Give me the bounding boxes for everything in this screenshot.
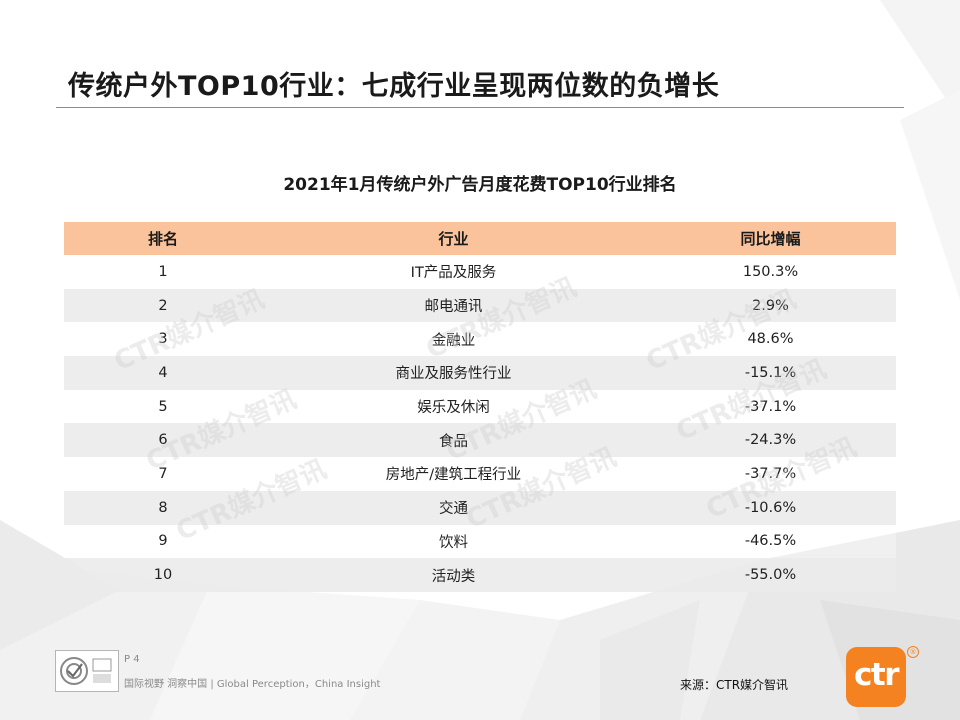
- table-row: 6 食品 -24.3%: [64, 423, 896, 458]
- industry-cell: 娱乐及休闲: [262, 389, 645, 424]
- rank-cell: 2: [64, 288, 262, 323]
- header-rank: 排名: [64, 222, 262, 255]
- industry-cell: 饮料: [262, 524, 645, 559]
- logo-text: ctr: [854, 657, 899, 693]
- ranking-table: 排名 行业 同比增幅 1 IT产品及服务 150.3% 2 邮电通讯 2.9% …: [64, 222, 896, 592]
- growth-cell: -24.3%: [645, 423, 896, 458]
- growth-cell: -10.6%: [645, 490, 896, 525]
- page-number: P 4: [124, 654, 140, 665]
- industry-cell: 活动类: [262, 558, 645, 592]
- table-header-row: 排名 行业 同比增幅: [64, 222, 896, 255]
- industry-cell: 房地产/建筑工程行业: [262, 457, 645, 491]
- rank-cell: 3: [64, 322, 262, 357]
- registered-mark-icon: ®: [907, 646, 919, 658]
- title-divider: [56, 107, 904, 108]
- rank-cell: 8: [64, 490, 262, 525]
- footer-slogan: 国际视野 洞察中国 | Global Perception，China Insi…: [124, 679, 381, 690]
- header-growth: 同比增幅: [645, 222, 896, 255]
- table-row: 9 饮料 -46.5%: [64, 524, 896, 559]
- industry-cell: 商业及服务性行业: [262, 356, 645, 390]
- certification-badge: [55, 650, 119, 692]
- source-note: 来源：CTR媒介智讯: [680, 678, 789, 692]
- rank-cell: 4: [64, 356, 262, 390]
- rank-cell: 5: [64, 389, 262, 424]
- rank-cell: 7: [64, 457, 262, 491]
- table-row: 1 IT产品及服务 150.3%: [64, 255, 896, 289]
- industry-cell: 邮电通讯: [262, 288, 645, 323]
- rank-cell: 6: [64, 423, 262, 458]
- table-row: 3 金融业 48.6%: [64, 322, 896, 357]
- industry-cell: IT产品及服务: [262, 255, 645, 289]
- table-row: 10 活动类 -55.0%: [64, 558, 896, 592]
- growth-cell: 48.6%: [645, 322, 896, 357]
- table-row: 4 商业及服务性行业 -15.1%: [64, 356, 896, 390]
- rank-cell: 9: [64, 524, 262, 559]
- header-industry: 行业: [262, 222, 645, 255]
- certification-icon: [60, 657, 112, 685]
- industry-cell: 交通: [262, 490, 645, 525]
- growth-cell: -37.7%: [645, 457, 896, 491]
- table-row: 2 邮电通讯 2.9%: [64, 288, 896, 323]
- rank-cell: 1: [64, 255, 262, 289]
- growth-cell: -46.5%: [645, 524, 896, 559]
- rank-cell: 10: [64, 558, 262, 592]
- growth-cell: -37.1%: [645, 389, 896, 424]
- ctr-logo: ctr: [846, 647, 906, 707]
- page-title: 传统户外TOP10行业：七成行业呈现两位数的负增长: [68, 71, 720, 102]
- growth-cell: -15.1%: [645, 356, 896, 390]
- industry-cell: 金融业: [262, 322, 645, 357]
- industry-cell: 食品: [262, 423, 645, 458]
- growth-cell: -55.0%: [645, 558, 896, 592]
- growth-cell: 150.3%: [645, 255, 896, 289]
- table-row: 5 娱乐及休闲 -37.1%: [64, 389, 896, 424]
- growth-cell: 2.9%: [645, 288, 896, 323]
- table-row: 8 交通 -10.6%: [64, 490, 896, 525]
- table-row: 7 房地产/建筑工程行业 -37.7%: [64, 457, 896, 491]
- table-title: 2021年1月传统户外广告月度花费TOP10行业排名: [283, 175, 677, 195]
